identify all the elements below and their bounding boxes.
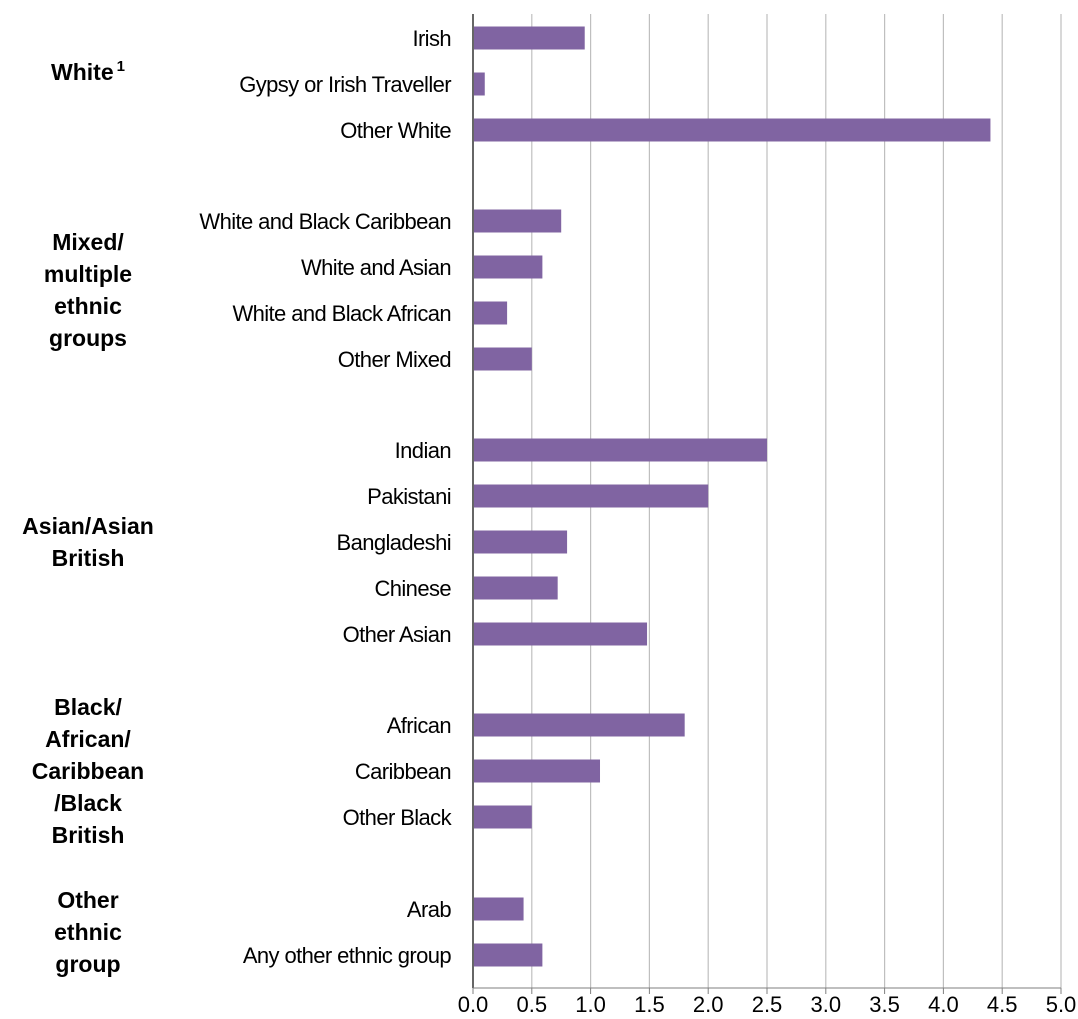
- bar: [474, 26, 585, 50]
- bar: [474, 438, 767, 462]
- group-label: White 1: [51, 58, 125, 85]
- x-tick-label: 3.5: [869, 992, 900, 1017]
- category-labels: Irish Gypsy or Irish Traveller Other White…: [199, 26, 453, 968]
- category-label: Any other ethnic group: [243, 943, 452, 968]
- category-label: African: [387, 713, 451, 738]
- x-tick-label: 4.5: [987, 992, 1018, 1017]
- bar: [474, 622, 648, 646]
- category-label: White and Black African: [232, 301, 451, 326]
- category-label: White and Black Caribbean: [199, 209, 451, 234]
- category-label: Chinese: [374, 576, 451, 601]
- x-tick-label: 2.5: [752, 992, 783, 1017]
- bars: [474, 26, 991, 967]
- bar: [474, 576, 558, 600]
- bar: [474, 118, 991, 142]
- bar: [474, 72, 485, 96]
- category-label: Other Asian: [343, 622, 451, 647]
- bar: [474, 759, 601, 783]
- group-label: Mixed/multiple ethnic groups: [44, 229, 132, 351]
- category-label: Indian: [395, 438, 451, 463]
- bar: [474, 943, 543, 967]
- x-tick-label: 5.0: [1046, 992, 1077, 1017]
- group-label: Other ethnic group: [54, 887, 122, 977]
- category-label: Other Black: [343, 805, 453, 830]
- bar: [474, 713, 685, 737]
- category-label: Arab: [407, 897, 451, 922]
- group-label: Black/African/Caribbean/Black British: [32, 694, 144, 848]
- x-axis-tick-labels: 0.0 0.5 1.0 1.5 2.0 2.5 3.0 3.5 4.0 4.5 5.0: [458, 987, 1077, 1017]
- category-label: Other White: [340, 118, 451, 143]
- category-label: Gypsy or Irish Traveller: [239, 72, 451, 97]
- bar: [474, 897, 524, 921]
- x-tick-label: 2.0: [693, 992, 724, 1017]
- category-label: Bangladeshi: [337, 530, 452, 555]
- category-label: Other Mixed: [338, 347, 451, 372]
- category-label: Pakistani: [367, 484, 451, 509]
- group-label: Asian/Asian British: [22, 513, 154, 571]
- group-labels: White 1 Mixed/multiple ethnic groups Asian/As…: [22, 58, 154, 977]
- bar: [474, 530, 568, 554]
- bar: [474, 255, 543, 279]
- x-tick-label: 0.0: [458, 992, 489, 1017]
- category-label: White and Asian: [301, 255, 451, 280]
- x-tick-label: 4.0: [928, 992, 959, 1017]
- category-label: Caribbean: [355, 759, 451, 784]
- bar: [474, 805, 532, 829]
- x-tick-label: 3.0: [811, 992, 842, 1017]
- bar: [474, 209, 562, 233]
- category-label: Irish: [412, 26, 451, 51]
- x-tick-label: 1.5: [634, 992, 665, 1017]
- x-tick-label: 1.0: [575, 992, 606, 1017]
- bar: [474, 347, 532, 371]
- bar: [474, 484, 709, 508]
- x-tick-label: 0.5: [517, 992, 548, 1017]
- bar: [474, 301, 508, 325]
